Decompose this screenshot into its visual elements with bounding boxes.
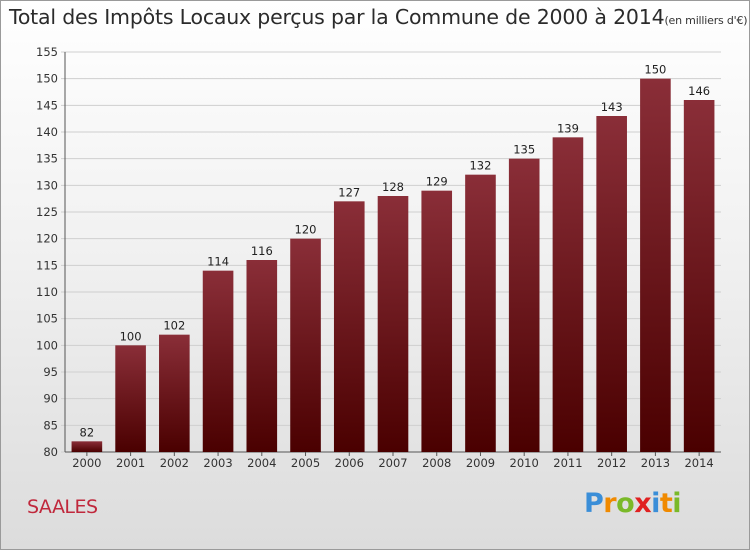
proxiti-logo: Proxiti [584,488,682,519]
bar [640,78,671,453]
bar [246,260,278,452]
label-layer: 82 100 102 114 116 120 127 128 129 132 135 139 143 15… [80,63,711,440]
bar [333,201,365,452]
x-tick-label: 2003 [203,456,232,470]
data-label: 116 [251,244,273,258]
bar [596,116,627,452]
bar [421,190,453,452]
title-text: Total des Impôts Locaux perçus par la Co… [9,5,665,29]
data-label: 114 [207,255,229,269]
y-tick-label: 115 [36,258,58,272]
axis-layer: 80 85 90 95 100 105 110 115 120 125 130 135 140 145 15… [36,45,721,470]
y-tick-label: 95 [43,365,58,379]
logo-letter: t [659,488,673,519]
x-tick-label: 2004 [247,456,276,470]
x-tick-label: 2014 [684,456,713,470]
data-label: 128 [382,180,404,194]
x-tick-label: 2009 [466,456,495,470]
x-tick-label: 2000 [72,456,101,470]
x-tick-label: 2005 [291,456,320,470]
data-label: 100 [120,329,142,343]
y-tick-label: 85 [43,418,58,432]
x-tick-label: 2008 [422,456,451,470]
y-tick-label: 145 [36,98,58,112]
bar [552,137,584,453]
bar [115,345,146,452]
logo-letter: x [634,488,652,519]
title-unit: (en milliers d'€) [664,14,748,27]
y-tick-label: 110 [36,285,58,299]
data-label: 143 [601,100,623,114]
bar [377,196,409,452]
data-label: 129 [426,175,448,189]
bar [290,238,321,452]
data-label: 150 [644,63,666,77]
bar [202,270,234,452]
data-label: 135 [513,143,535,157]
bar [71,441,103,452]
logo-letter: P [584,488,604,519]
y-tick-label: 140 [36,125,58,139]
data-label: 139 [557,121,579,135]
data-label: 132 [469,159,491,173]
data-label: 146 [688,84,710,98]
x-tick-label: 2012 [597,456,626,470]
y-tick-label: 125 [36,205,58,219]
y-tick-label: 80 [43,445,58,459]
x-tick-label: 2013 [641,456,670,470]
data-label: 102 [163,319,185,333]
x-tick-label: 2002 [160,456,189,470]
y-tick-label: 150 [36,72,58,86]
x-tick-label: 2001 [116,456,145,470]
bar [159,334,190,452]
data-label: 120 [295,223,317,237]
logo-letter: o [616,488,635,519]
chart-title: Total des Impôts Locaux perçus par la Co… [9,5,748,29]
commune-name: SAALES [27,496,98,518]
x-tick-label: 2011 [553,456,582,470]
y-tick-label: 155 [36,45,58,59]
y-tick-label: 120 [36,232,58,246]
logo-letter: i [672,488,682,519]
bar [683,100,715,452]
x-tick-label: 2010 [510,456,539,470]
x-tick-label: 2006 [335,456,364,470]
bar [465,174,496,452]
bar-layer [71,78,715,453]
data-label: 82 [80,425,95,439]
data-label: 127 [338,185,360,199]
logo-letter: i [651,488,660,519]
x-tick-label: 2007 [378,456,407,470]
y-tick-label: 100 [36,338,58,352]
y-tick-label: 90 [43,392,58,406]
y-tick-label: 130 [36,178,58,192]
y-tick-label: 105 [36,312,58,326]
y-tick-label: 135 [36,152,58,166]
bar [508,158,540,452]
logo-letter: r [603,488,617,519]
